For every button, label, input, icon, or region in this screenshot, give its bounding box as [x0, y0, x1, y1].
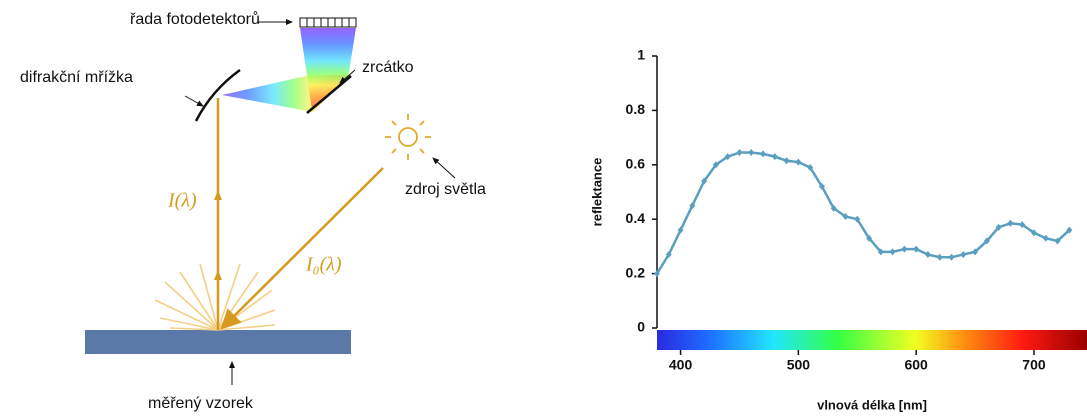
data-point [890, 248, 896, 255]
data-point [937, 254, 943, 261]
data-point [901, 246, 907, 253]
y-tick-label: 0.6 [626, 156, 646, 172]
data-point [760, 150, 766, 157]
y-tick-label: 0.8 [626, 101, 646, 117]
data-point [949, 254, 955, 261]
label: měřený vzorek [148, 395, 254, 412]
data-point [913, 246, 919, 253]
x-tick-label: 700 [1022, 357, 1046, 373]
light-source [385, 114, 431, 160]
diagram: řada fotodetektorů difrakční mřížka zrcá… [20, 10, 486, 412]
data-point [1043, 235, 1049, 242]
y-tick-label: 0.4 [626, 210, 646, 226]
label: I₀(λ) [305, 254, 342, 276]
scattered-light [155, 264, 275, 330]
chart: reflektance vlnová délka [nm] 0 0.2 0.4 0.6… [589, 47, 1087, 413]
spectrum-bar [657, 330, 1087, 350]
label: difrakční mřížka [20, 69, 133, 86]
sample [85, 330, 351, 354]
y-tick-label: 0 [637, 319, 645, 335]
label: řada fotodetektorů [130, 10, 260, 28]
y-tick-label: 0.2 [626, 264, 646, 280]
series-line [657, 153, 1069, 274]
x-axis-label: vlnová délka [nm] [817, 397, 927, 412]
y-tick-label: 1 [637, 47, 645, 63]
label: I(λ) [167, 190, 197, 212]
data-point [736, 149, 742, 156]
y-axis-label: reflektance [589, 158, 604, 227]
pointer [433, 158, 455, 178]
data-point [795, 159, 801, 166]
incident-beam [224, 168, 383, 326]
data-point [960, 251, 966, 258]
label: zdroj světla [405, 181, 486, 198]
x-tick-label: 600 [904, 357, 928, 373]
page: řada fotodetektorů difrakční mřížka zrcá… [0, 0, 1087, 414]
data-point [784, 157, 790, 164]
data-point [772, 153, 778, 160]
label: zrcátko [362, 59, 414, 76]
x-tick-label: 500 [787, 357, 811, 373]
pointer [185, 96, 203, 106]
x-tick-label: 400 [669, 357, 693, 373]
data-point [1007, 220, 1013, 227]
data-point [925, 251, 931, 258]
data-point [748, 149, 754, 156]
